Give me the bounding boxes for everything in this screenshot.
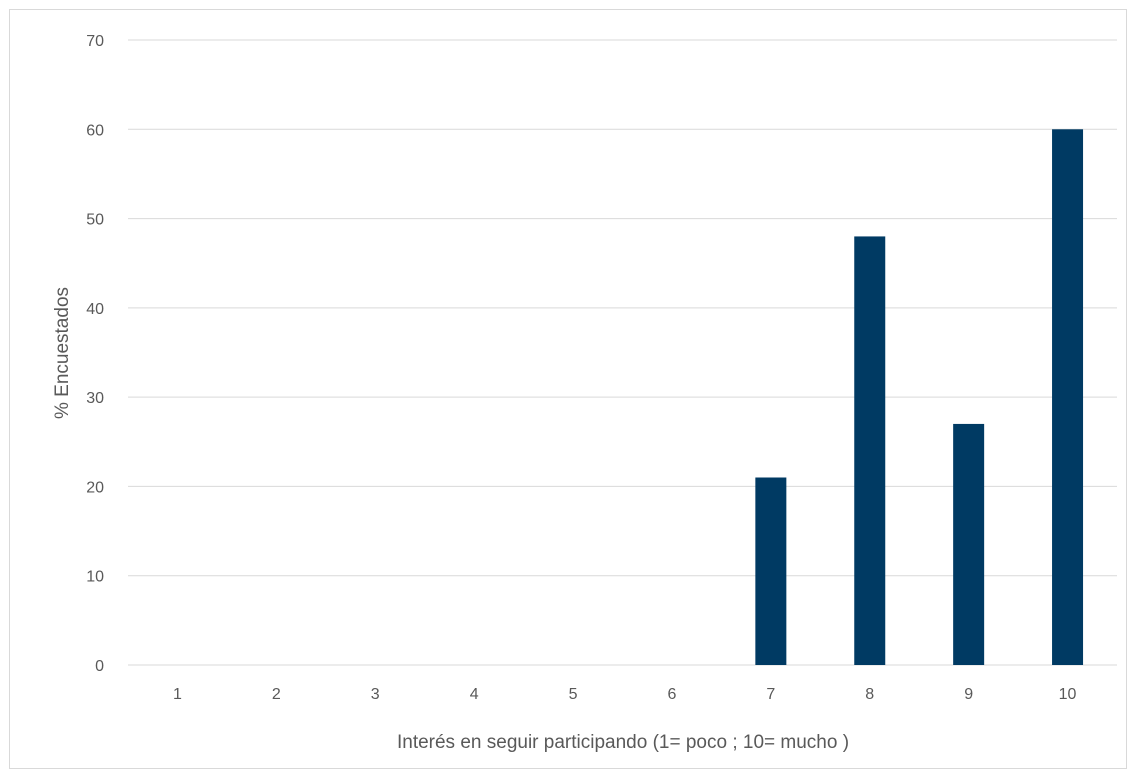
x-tick-label: 3 — [371, 686, 380, 703]
gridlines — [128, 39, 1117, 666]
bar-10 — [1052, 129, 1084, 666]
x-tick-label: 9 — [964, 686, 973, 703]
x-tick-label: 10 — [1059, 686, 1077, 703]
bar-9 — [953, 423, 985, 665]
bar-8 — [854, 236, 886, 665]
y-tick-label: 60 — [86, 122, 104, 139]
x-tick-label: 2 — [272, 686, 281, 703]
x-tick-label: 5 — [569, 686, 578, 703]
y-tick-label: 40 — [86, 301, 104, 318]
y-tick-label: 0 — [95, 658, 104, 675]
y-tick-label: 10 — [86, 569, 104, 586]
x-tick-label: 8 — [865, 686, 874, 703]
y-tick-label: 20 — [86, 479, 104, 496]
y-tick-label: 30 — [86, 390, 104, 407]
x-axis-title: Interés en seguir participando (1= poco … — [397, 732, 849, 753]
x-tick-label: 6 — [667, 686, 676, 703]
y-tick-label: 70 — [86, 33, 104, 50]
bar-7 — [755, 477, 787, 665]
y-axis-title: % Encuestados — [52, 287, 73, 419]
x-tick-label: 7 — [766, 686, 775, 703]
x-tick-labels: 1 2 3 4 5 6 7 8 9 10 — [173, 686, 1077, 703]
x-tick-label: 4 — [470, 686, 479, 703]
y-tick-label: 50 — [86, 212, 104, 229]
x-tick-label: 1 — [173, 686, 182, 703]
y-tick-labels: 0 10 20 30 40 50 60 70 — [86, 33, 104, 675]
chart-frame — [9, 9, 1127, 769]
bars — [755, 129, 1084, 666]
